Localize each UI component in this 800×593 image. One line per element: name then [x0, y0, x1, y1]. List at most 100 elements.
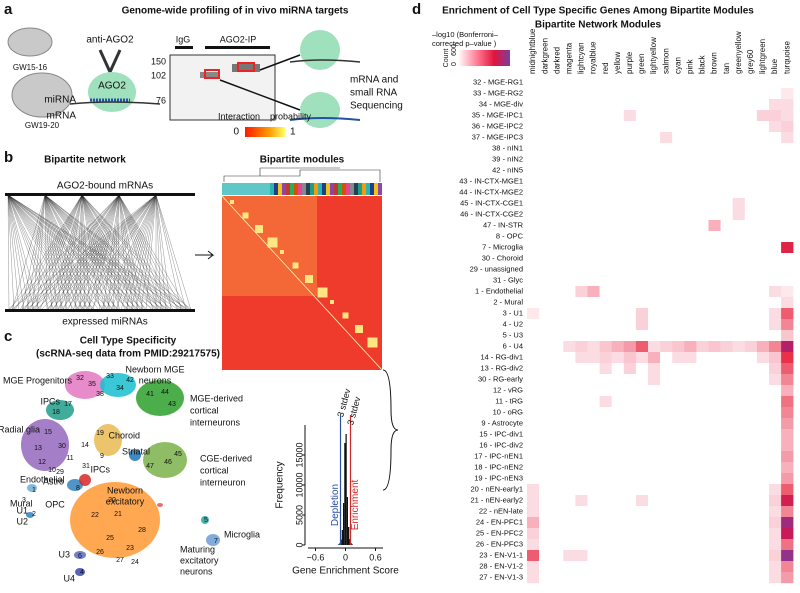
heat-cell	[756, 517, 770, 529]
heat-cell	[696, 275, 709, 287]
column-label: midnightblue	[528, 28, 537, 74]
heat-cell	[708, 198, 721, 210]
heat-cell	[539, 495, 552, 507]
cluster-number: 9	[100, 453, 104, 460]
heat-cell	[539, 396, 552, 408]
heat-cell	[635, 473, 649, 485]
heat-cell	[769, 341, 782, 353]
heat-cell	[756, 495, 770, 507]
cluster-number: 19	[96, 430, 104, 437]
heat-cell	[635, 484, 649, 496]
heat-cell	[769, 154, 782, 166]
heat-cell	[587, 407, 600, 419]
edge	[7, 194, 145, 311]
heat-cell	[611, 407, 624, 419]
heat-cell	[672, 341, 685, 353]
column-label: greenyellow	[734, 31, 743, 74]
heat-cell	[575, 154, 588, 166]
diag-block	[242, 212, 249, 219]
cluster	[136, 380, 184, 416]
heat-cell	[720, 550, 733, 562]
heat-cell	[611, 132, 624, 144]
heat-cell	[587, 198, 600, 210]
heat-cell	[623, 418, 637, 430]
heat-cell	[623, 253, 637, 265]
heat-cell	[781, 429, 794, 441]
heat-cell	[539, 99, 552, 111]
edge	[155, 194, 187, 311]
cluster-label: Microglia	[224, 529, 260, 539]
module-strip	[274, 183, 278, 195]
heat-cell	[672, 440, 685, 452]
heat-cell	[575, 253, 588, 265]
y-axis-label: Frequency	[275, 461, 286, 508]
heat-cell	[623, 242, 637, 254]
cluster-number: 25	[106, 535, 114, 542]
module-strip	[342, 183, 346, 195]
heat-cell	[708, 462, 721, 474]
heat-cell	[575, 209, 588, 221]
heat-cell	[527, 264, 540, 276]
cluster-number: 33	[106, 373, 114, 380]
heat-cell	[623, 77, 637, 89]
heat-cell	[611, 528, 624, 540]
heat-cell	[527, 539, 540, 551]
hist-bar	[345, 434, 347, 545]
heat-cell	[660, 165, 673, 177]
heat-cell	[696, 220, 709, 232]
heat-cell	[563, 154, 576, 166]
cluster-label: CGE-derived	[200, 453, 252, 463]
heat-cell	[744, 539, 758, 551]
heat-cell	[648, 539, 661, 551]
threshold-name: Depletion	[330, 484, 341, 526]
heat-cell	[599, 396, 612, 408]
heat-cell	[648, 528, 661, 540]
heat-cell	[781, 187, 794, 199]
heat-cell	[527, 132, 540, 144]
heat-cell	[575, 484, 588, 496]
heat-cell	[563, 242, 576, 254]
heat-cell	[756, 110, 770, 122]
heat-cell	[756, 451, 770, 463]
gel-marker: 150	[151, 56, 166, 66]
heat-cell	[587, 396, 600, 408]
heat-cell	[599, 374, 612, 386]
hist-bar	[340, 539, 342, 545]
heat-cell	[696, 110, 709, 122]
edge	[31, 194, 46, 311]
edge	[7, 194, 65, 311]
heat-cell	[672, 187, 685, 199]
heat-cell	[539, 374, 552, 386]
heat-cell	[684, 275, 697, 287]
heat-cell	[575, 242, 588, 254]
heat-cell	[563, 165, 576, 177]
heat-cell	[756, 165, 770, 177]
heat-cell	[563, 429, 576, 441]
edge	[7, 194, 170, 311]
heat-cell	[720, 539, 733, 551]
cluster	[100, 373, 136, 397]
hist-bar	[348, 527, 350, 545]
heat-cell	[672, 165, 685, 177]
edge	[34, 194, 83, 311]
heat-cell	[587, 374, 600, 386]
column-label: turquoise	[782, 41, 791, 74]
heat-cell	[527, 561, 540, 573]
heat-cell	[539, 352, 552, 364]
heat-cell	[720, 77, 733, 89]
heat-cell	[539, 165, 552, 177]
heat-cell	[744, 264, 758, 276]
heat-cell	[769, 418, 782, 430]
cluster-label: Newborn MGE	[125, 364, 184, 374]
heat-cell	[720, 198, 733, 210]
edge	[7, 194, 20, 311]
heat-cell	[575, 396, 588, 408]
heat-cell	[744, 286, 758, 298]
heat-cell	[672, 407, 685, 419]
heat-cell	[781, 341, 794, 353]
heat-cell	[623, 451, 637, 463]
edge	[7, 194, 25, 311]
heat-cell	[575, 506, 588, 518]
